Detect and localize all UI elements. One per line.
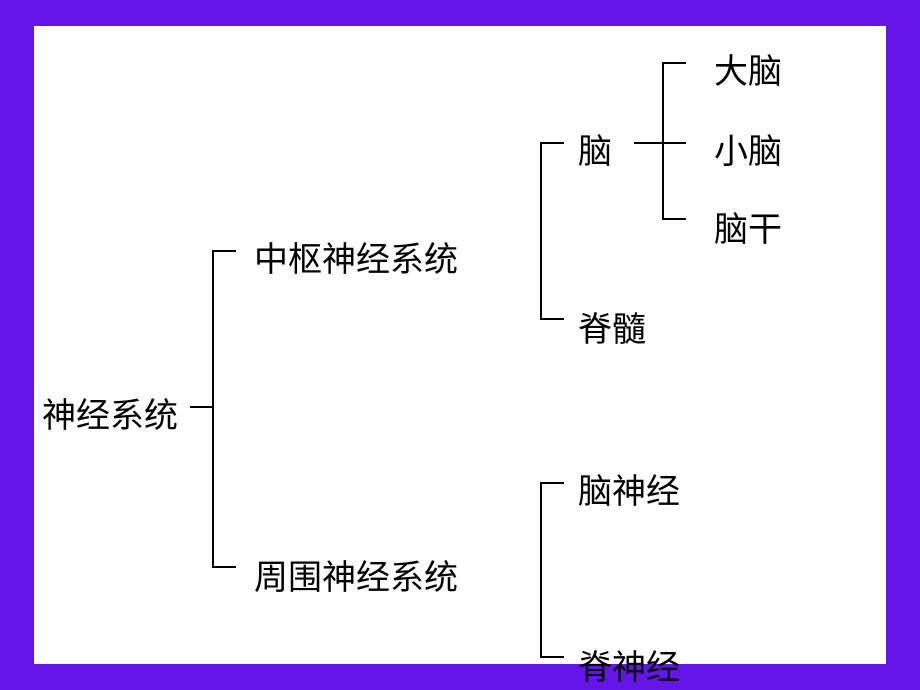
bracket-root (212, 250, 214, 568)
node-cns: 中枢神经系统 (254, 232, 458, 281)
node-cerebrum: 大脑 (714, 44, 782, 93)
bracket-pns (540, 482, 542, 658)
node-spinal: 脊髓 (578, 302, 646, 351)
node-root: 神经系统 (42, 388, 178, 437)
node-brainstem: 脑干 (714, 202, 782, 251)
node-brain: 脑 (578, 124, 612, 173)
bracket-brain-mid-left (634, 142, 662, 144)
slide-outer: 神经系统 中枢神经系统 周围神经系统 脑 脊髓 脑神经 脊神经 大脑 小脑 脑干 (0, 0, 920, 690)
diagram-canvas: 神经系统 中枢神经系统 周围神经系统 脑 脊髓 脑神经 脊神经 大脑 小脑 脑干 (34, 26, 886, 664)
bracket-root-mid (190, 406, 212, 408)
node-spn: 脊神经 (578, 640, 680, 689)
bracket-brain-mid-right (664, 142, 686, 144)
node-crn: 脑神经 (578, 464, 680, 513)
bracket-cns (540, 142, 542, 320)
node-cerebellum: 小脑 (714, 124, 782, 173)
bracket-brain (662, 62, 664, 220)
node-pns: 周围神经系统 (254, 550, 458, 599)
